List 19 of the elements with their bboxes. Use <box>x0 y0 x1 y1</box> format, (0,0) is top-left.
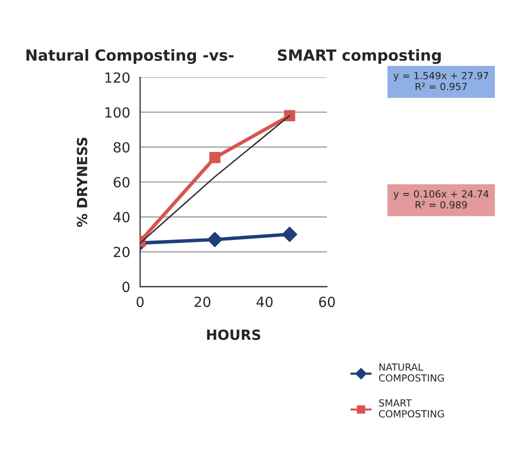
y-tick-label: 80 <box>114 142 130 153</box>
y-tick-label: 20 <box>114 246 130 258</box>
text: y = 1.549x + 27.97 R² = 0.957 <box>394 72 488 90</box>
chart-title: Natural Composting -vs- SMART composting <box>26 49 441 64</box>
x-tick-label: 40 <box>256 296 273 308</box>
point <box>282 226 298 242</box>
y-tick-label: 40 <box>113 212 130 222</box>
x-axis-title: HOURS <box>207 330 260 340</box>
x-tick-label: 0 <box>136 296 144 308</box>
y-tick-label: 60 <box>114 176 130 188</box>
y-tick-label: 0 <box>122 282 130 292</box>
legend-label: SMART COMPOSTING <box>379 399 444 418</box>
legend-label: NATURAL COMPOSTING <box>379 364 444 382</box>
y-tick-label: 100 <box>105 107 130 118</box>
x-tick-label: 60 <box>319 296 335 308</box>
y-tick-label: 120 <box>105 72 130 83</box>
y-axis-title: % DRYNESS <box>76 138 88 227</box>
text: y = 0.106x + 24.74 R² = 0.989 <box>394 190 489 208</box>
x-tick-label: 20 <box>194 296 210 308</box>
